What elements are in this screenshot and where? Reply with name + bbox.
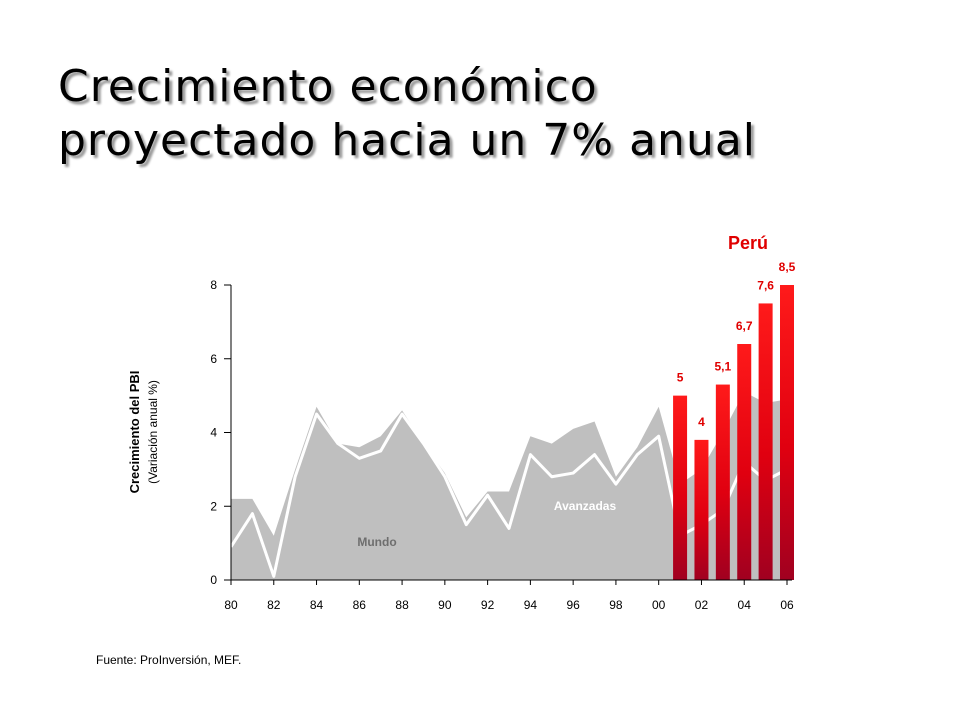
bar-label-peru-2004: 6,7	[736, 319, 753, 333]
slide-title-line-2: proyectado hacia un 7% anual	[58, 115, 757, 166]
x-tick-label-06: 06	[780, 598, 794, 612]
x-tick-label-94: 94	[524, 598, 538, 612]
x-tick-label-04: 04	[738, 598, 752, 612]
x-tick-label-84: 84	[310, 598, 324, 612]
series-line-avanzadas	[229, 412, 788, 578]
plot-area: 5 4 5,1 6,7 7,6 8,5	[229, 260, 796, 580]
series-area-mundo	[231, 391, 787, 580]
bar-label-peru-2003: 5,1	[715, 360, 732, 374]
bar-peru-2002	[694, 439, 709, 580]
slide-title: Crecimiento económico proyectado hacia u…	[58, 60, 756, 168]
x-tick-label-90: 90	[438, 598, 452, 612]
x-tick-label-96: 96	[566, 598, 580, 612]
y-tick-label-4: 4	[210, 426, 217, 440]
series-label-mundo: Mundo	[357, 535, 396, 549]
y-tick-label-0: 0	[210, 573, 217, 587]
y-tick-label-8: 8	[210, 278, 217, 292]
bar-peru-2006	[780, 285, 794, 580]
x-tick-label-80: 80	[224, 598, 238, 612]
y-tick-label-2: 2	[210, 499, 217, 513]
x-tick-label-92: 92	[481, 598, 495, 612]
x-tick-label-98: 98	[609, 598, 623, 612]
peru-chart-title: Perú	[728, 233, 768, 253]
x-tick-label-02: 02	[695, 598, 709, 612]
x-tick-label-82: 82	[267, 598, 281, 612]
source-note: Fuente: ProInversión, MEF.	[96, 653, 242, 667]
bar-label-peru-2005: 7,6	[757, 278, 774, 292]
x-tick-label-88: 88	[395, 598, 409, 612]
y-axis-label: Crecimiento del PBI	[127, 371, 142, 494]
y-axis-sublabel: (Variación anual %)	[146, 380, 160, 484]
x-tick-label-00: 00	[652, 598, 666, 612]
slide-title-line-1: Crecimiento económico	[58, 61, 598, 112]
y-tick-label-6: 6	[210, 352, 217, 366]
bar-peru-2005	[758, 303, 773, 580]
bar-label-peru-2002: 4	[698, 415, 705, 429]
bar-peru-2003	[715, 384, 730, 580]
bar-peru-2001	[673, 395, 688, 580]
x-tick-label-86: 86	[353, 598, 367, 612]
series-label-avanzadas: Avanzadas	[554, 499, 617, 513]
bar-label-peru-2006: 8,5	[779, 260, 796, 274]
bar-label-peru-2001: 5	[677, 371, 684, 385]
bar-peru-2004	[737, 344, 752, 580]
